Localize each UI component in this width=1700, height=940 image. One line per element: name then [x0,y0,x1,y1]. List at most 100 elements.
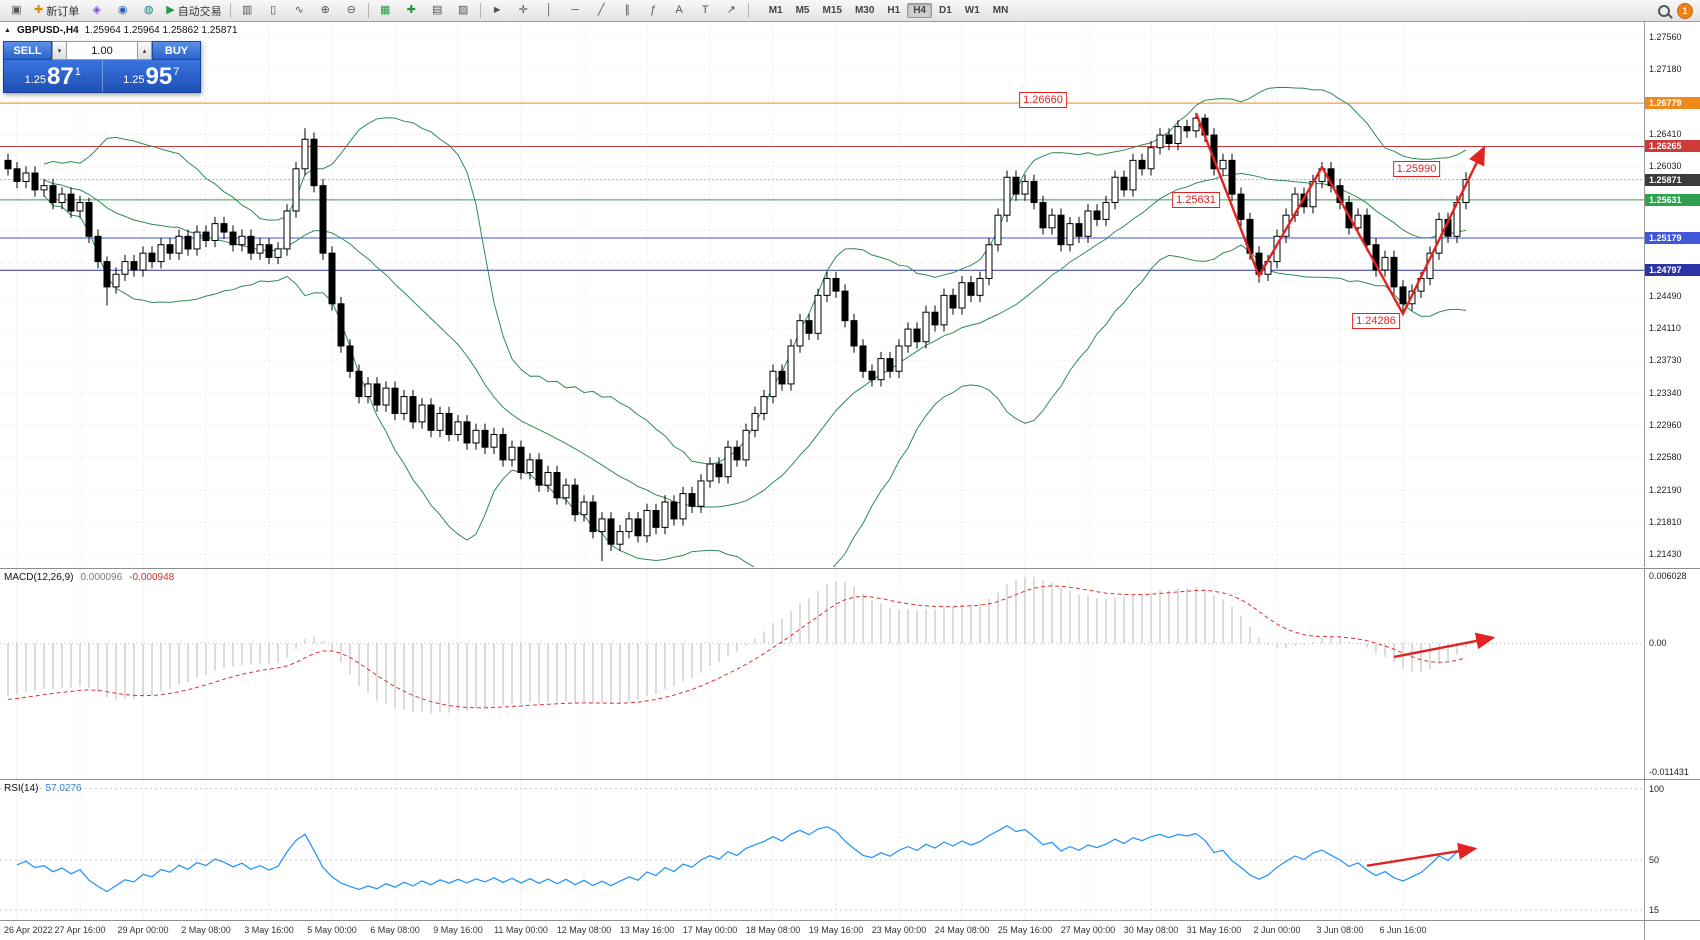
timeframe-button-h4[interactable]: H4 [907,3,932,18]
period-menu-button[interactable]: ▤ [425,1,450,21]
candlesticks-series [4,113,1470,562]
profile-button[interactable]: ◍ [136,1,161,21]
time-axis-label: 18 May 08:00 [745,925,801,935]
rsi-axis-label: 50 [1649,855,1660,865]
vertical-line-tool-button[interactable]: │ [537,1,562,21]
new-order-button[interactable]: ✚ 新订单 [30,1,83,21]
chart-window-button[interactable]: ▣ [4,1,29,21]
macd-chart-canvas[interactable] [0,569,1645,779]
symbol-period-label: GBPUSD-,H4 [16,25,79,36]
candlestick-chart-button[interactable]: ▯ [261,1,286,21]
macd-trend-arrow[interactable] [1393,632,1496,659]
chart-window-icon: ▣ [11,4,22,16]
timeframe-button-mn[interactable]: MN [992,5,1009,16]
indicators-icon: ✚ [406,4,416,16]
horizontal-line-tool-button[interactable]: ─ [563,1,588,21]
buy-button[interactable]: BUY [152,41,201,60]
time-axis-label: 27 May 00:00 [1060,925,1116,935]
buy-price-prefix: 1.25 [123,74,145,86]
time-axis-label: 23 May 00:00 [871,925,927,935]
time-axis-label: 6 Jun 16:00 [1379,925,1427,935]
zoom-out-button[interactable]: ⊖ [339,1,364,21]
sell-button[interactable]: SELL [3,41,52,60]
price-axis-label: 1.26030 [1649,161,1682,172]
bar-chart-button[interactable]: ▥ [235,1,260,21]
timeframe-button-w1[interactable]: W1 [964,5,980,16]
one-click-trading-panel: SELL ▾ 1.00 ▴ BUY 1.25 87 1 1.25 95 7 [3,41,201,93]
text-tool-button[interactable]: A [667,1,692,21]
price-chart-canvas[interactable] [0,22,1645,567]
time-axis-label: 2 Jun 00:00 [1253,925,1301,935]
timeframe-button-m30[interactable]: M30 [854,5,875,16]
community-icon: ◉ [117,4,128,16]
label-tool-button[interactable]: T [693,1,718,21]
new-order-label: 新订单 [46,5,80,18]
price-axis-label: 1.21430 [1649,549,1682,560]
rsi-value: 57.0276 [45,783,82,794]
indicators-button[interactable]: ✚ [399,1,424,21]
buy-price[interactable]: 1.25 95 7 [103,60,201,92]
new-order-icon: ✚ [34,4,44,16]
rsi-header: RSI(14) 57.0276 [4,783,82,794]
rsi-title: RSI(14) [4,783,39,794]
price-tag: 1.25631 [1645,193,1700,206]
autotrading-play-icon: ▶ [166,4,175,16]
autotrading-button[interactable]: ▶ 自动交易 [162,1,225,21]
templates-button[interactable]: ▨ [451,1,476,21]
rsi-axis-label: 100 [1649,783,1665,794]
price-pane[interactable]: ▲ GBPUSD-,H4 1.25964 1.25964 1.25862 1.2… [0,22,1700,567]
timeframe-button-h1[interactable]: H1 [887,5,901,16]
label-tool-icon: T [701,4,709,16]
main-toolbar: ▣ ✚ 新订单 ◈ ◉ ◍ ▶ 自动交易 ▥ ▯ ∿ ⊕ ⊖ ▦ ✚ ▤ ▨ ► ✛… [0,0,1700,22]
buy-price-big: 95 [145,63,173,90]
autotrading-label: 自动交易 [177,5,222,18]
arrow-tool-button[interactable]: ↗ [719,1,744,21]
time-axis[interactable]: 26 Apr 2022 27 Apr 16:00 29 Apr 00:00 2 May… [0,920,1700,940]
macd-signal-value: -0.000948 [129,572,175,583]
channel-icon: ∥ [624,4,630,16]
timeframe-button-d1[interactable]: D1 [939,5,952,16]
channel-tool-button[interactable]: ∥ [615,1,640,21]
bollinger-bands [43,86,1467,567]
rsi-trend-arrow[interactable] [1366,842,1478,867]
crosshair-tool-button[interactable]: ✛ [511,1,536,21]
price-axis-label: 1.24490 [1649,291,1682,302]
time-axis-label: 6 May 08:00 [370,925,420,935]
timeframe-button-m5[interactable]: M5 [795,5,810,16]
volume-input[interactable]: 1.00 [66,41,138,60]
zoom-in-button[interactable]: ⊕ [313,1,338,21]
volume-increase-button[interactable]: ▴ [138,41,152,60]
macd-header: MACD(12,26,9) 0.000096 -0.000948 [4,572,174,583]
macd-histogram [7,576,1467,714]
macd-pane[interactable]: MACD(12,26,9) 0.000096 -0.000948 0.00602… [0,568,1700,779]
time-axis-label: 11 May 00:00 [494,925,548,935]
fibonacci-tool-button[interactable]: ƒ [641,1,666,21]
trendline-tool-button[interactable]: ╱ [589,1,614,21]
timeframe-button-m15[interactable]: M15 [822,5,842,16]
horizontal-line-icon: ─ [571,4,580,16]
volume-decrease-button[interactable]: ▾ [52,41,66,60]
cursor-tool-button[interactable]: ► [485,1,510,21]
sell-price[interactable]: 1.25 87 1 [4,60,103,92]
line-chart-icon: ∿ [294,4,304,16]
price-tag: 1.26779 [1645,97,1700,110]
rsi-chart-canvas[interactable] [0,780,1645,920]
macd-axis-label: 0.006028 [1649,571,1687,581]
search-icon[interactable] [1658,4,1670,17]
one-click-toggle-icon[interactable]: ▲ [4,27,11,34]
sell-price-sup: 1 [74,66,81,78]
tile-windows-button[interactable]: ▦ [373,1,398,21]
metaeditor-button[interactable]: ◈ [84,1,109,21]
price-axis-label: 1.22190 [1649,485,1682,496]
price-axis-label: 1.21810 [1649,517,1682,528]
notification-badge[interactable]: 1 [1677,2,1693,19]
rsi-pane[interactable]: RSI(14) 57.0276 100 50 15 [0,779,1700,920]
timeframe-button-m1[interactable]: M1 [768,5,783,16]
arrow-tool-icon: ↗ [726,4,736,16]
trend-zigzag-annotation[interactable] [1194,112,1486,317]
line-chart-button[interactable]: ∿ [287,1,312,21]
toolbar-separator [367,3,369,18]
price-axis[interactable]: 1.27560 1.27180 1.26410 1.26030 1.24490 1.241… [1644,22,1700,567]
zoom-in-icon: ⊕ [320,4,330,16]
community-button[interactable]: ◉ [110,1,135,21]
